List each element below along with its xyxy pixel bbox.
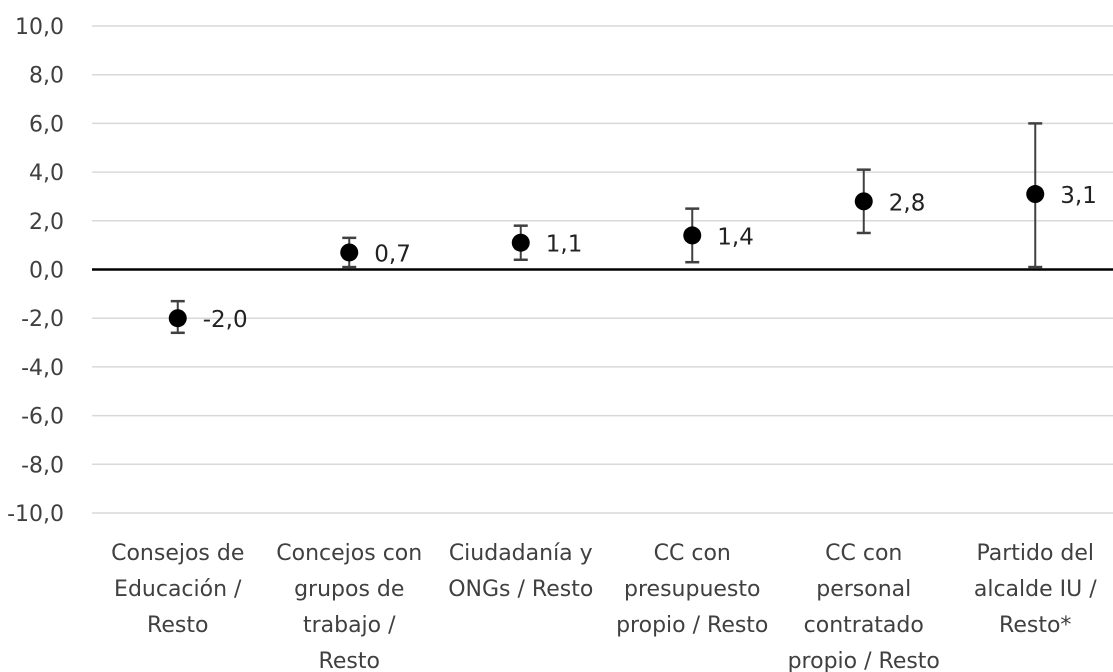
y-tick-label: -10,0 — [7, 502, 64, 527]
y-tick-label: -8,0 — [21, 453, 64, 478]
data-point — [683, 226, 702, 245]
data-labels: -2,0 0,7 1,1 1,4 2,8 3,1 — [203, 183, 1097, 333]
y-tick-label: 0,0 — [29, 259, 64, 284]
x-category-label-line: Resto — [147, 613, 208, 638]
x-category-label-line: Consejos de — [111, 541, 244, 566]
y-tick-label: -4,0 — [21, 356, 64, 381]
data-points — [168, 185, 1045, 328]
x-category-label: Partido del alcalde IU / Resto* — [974, 541, 1097, 638]
x-category-label-line: CC con — [654, 541, 731, 566]
x-category-label-line: CC con — [825, 541, 902, 566]
x-category-label-line: grupos de — [294, 577, 404, 602]
x-category-label-line: Resto* — [999, 613, 1071, 638]
data-label: 1,1 — [546, 232, 583, 258]
data-point — [854, 192, 873, 211]
x-category-label-line: contratado — [804, 613, 924, 638]
x-category-label-line: Partido del — [976, 541, 1094, 566]
x-category-label-line: propio / Resto — [788, 649, 940, 672]
x-category-label: Ciudadanía y ONGs / Resto — [448, 541, 593, 602]
x-category-label-line: trabajo / — [303, 613, 396, 638]
data-point — [511, 233, 530, 252]
y-tick-label: 4,0 — [29, 161, 64, 186]
x-category-label: Concejos con grupos de trabajo / Resto — [276, 541, 422, 672]
error-bars — [170, 122, 1043, 335]
x-category-label: CC con personal contratado propio / Resto — [788, 541, 940, 672]
y-tick-label: 2,0 — [29, 210, 64, 235]
data-label: -2,0 — [203, 307, 248, 333]
x-category-label-line: propio / Resto — [616, 613, 768, 638]
data-label: 3,1 — [1060, 183, 1097, 209]
y-tick-label: -2,0 — [21, 307, 64, 332]
x-category-label-line: alcalde IU / — [974, 577, 1097, 602]
data-point — [340, 243, 359, 262]
y-tick-label: 8,0 — [29, 64, 64, 89]
y-tick-label: 6,0 — [29, 112, 64, 137]
x-category-label-line: Concejos con — [276, 541, 422, 566]
x-axis-category-labels: Consejos de Educación / Resto Concejos con g… — [111, 541, 1097, 672]
y-tick-label: -6,0 — [21, 405, 64, 430]
data-label: 2,8 — [889, 190, 926, 216]
x-category-label-line: presupuesto — [624, 577, 760, 602]
data-label: 1,4 — [717, 224, 754, 250]
y-axis-tick-labels: -10,0 -8,0 -6,0 -4,0 -2,0 0,0 2,0 4,0 6,0 8,0 10,0 — [7, 15, 64, 527]
x-category-label-line: Resto — [319, 649, 380, 672]
x-category-label: CC con presupuesto propio / Resto — [616, 541, 768, 638]
y-tick-label: 10,0 — [15, 15, 64, 40]
x-category-label-line: Ciudadanía y — [449, 541, 593, 566]
gridlines — [92, 25, 1113, 514]
x-category-label-line: ONGs / Resto — [448, 577, 593, 602]
data-label: 0,7 — [374, 241, 411, 267]
x-category-label-line: Educación / — [114, 577, 242, 602]
data-point — [168, 309, 187, 328]
data-point — [1026, 185, 1045, 204]
x-category-label-line: personal — [816, 577, 911, 602]
x-category-label: Consejos de Educación / Resto — [111, 541, 244, 638]
